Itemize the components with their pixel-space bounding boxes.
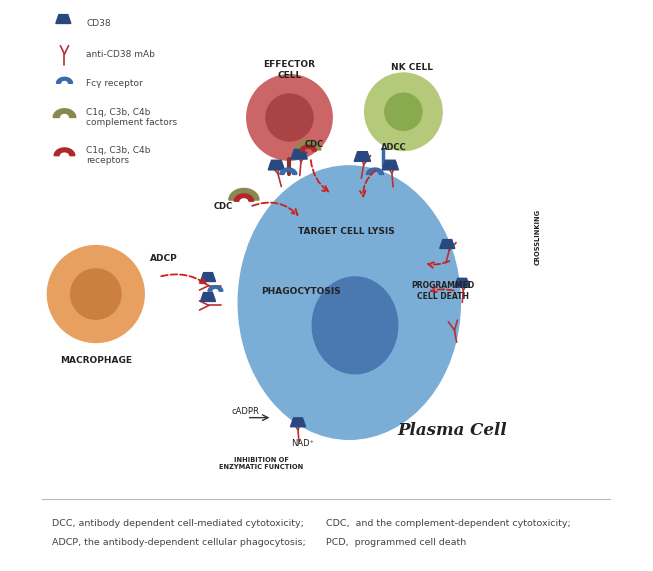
Text: EFFECTOR
CELL: EFFECTOR CELL	[263, 61, 315, 80]
Text: PROGRAMMED
CELL DEATH: PROGRAMMED CELL DEATH	[411, 282, 475, 301]
Ellipse shape	[238, 166, 460, 439]
Polygon shape	[200, 292, 215, 301]
Text: PHAGOCYTOSIS: PHAGOCYTOSIS	[261, 287, 341, 296]
Polygon shape	[53, 108, 76, 118]
Text: DCC, antibody dependent cell-mediated cytotoxicity;: DCC, antibody dependent cell-mediated cy…	[52, 519, 304, 528]
Circle shape	[266, 94, 313, 141]
Polygon shape	[291, 150, 308, 159]
Circle shape	[364, 73, 442, 151]
Text: CDC: CDC	[304, 140, 324, 148]
Text: PCD,  programmed cell death: PCD, programmed cell death	[326, 538, 467, 548]
Text: CD38: CD38	[86, 19, 111, 28]
Text: CROSSLINKING: CROSSLINKING	[534, 209, 540, 265]
Polygon shape	[366, 168, 383, 174]
Polygon shape	[56, 15, 71, 23]
Text: anti-CD38 mAb: anti-CD38 mAb	[86, 50, 155, 59]
Circle shape	[385, 93, 422, 130]
Text: cADPR: cADPR	[232, 408, 259, 416]
Text: CDC: CDC	[214, 202, 232, 211]
Polygon shape	[54, 148, 74, 156]
Circle shape	[48, 246, 144, 343]
Polygon shape	[57, 77, 72, 83]
Polygon shape	[300, 145, 316, 151]
Text: TARGET CELL LYSIS: TARGET CELL LYSIS	[298, 227, 395, 236]
Polygon shape	[382, 160, 398, 170]
Polygon shape	[208, 286, 223, 291]
Circle shape	[71, 269, 121, 319]
Polygon shape	[229, 188, 259, 200]
Polygon shape	[296, 140, 321, 150]
Text: C1q, C3b, C4b
complement factors: C1q, C3b, C4b complement factors	[86, 108, 177, 127]
Text: C1q, C3b, C4b
receptors: C1q, C3b, C4b receptors	[86, 146, 150, 166]
Text: ADCP, the antibody-dependent cellular phagocytosis;: ADCP, the antibody-dependent cellular ph…	[52, 538, 306, 548]
Text: NAD⁺: NAD⁺	[291, 439, 314, 448]
Text: MACROPHAGE: MACROPHAGE	[60, 356, 132, 365]
Polygon shape	[268, 160, 285, 170]
Text: Fcγ receptor: Fcγ receptor	[86, 79, 143, 88]
Circle shape	[247, 75, 332, 160]
Ellipse shape	[312, 277, 398, 374]
Text: CDC,  and the complement-dependent cytotoxicity;: CDC, and the complement-dependent cytoto…	[326, 519, 571, 528]
Polygon shape	[439, 240, 454, 248]
Polygon shape	[200, 272, 215, 282]
Text: ADCC: ADCC	[381, 143, 407, 152]
Text: ADCP: ADCP	[150, 254, 178, 263]
Polygon shape	[291, 418, 306, 427]
Polygon shape	[454, 278, 470, 287]
Text: Plasma Cell: Plasma Cell	[397, 422, 507, 439]
Text: NK CELL: NK CELL	[391, 63, 433, 73]
Polygon shape	[279, 168, 297, 174]
Text: INHIBITION OF
ENZYMATIC FUNCTION: INHIBITION OF ENZYMATIC FUNCTION	[219, 457, 303, 470]
Polygon shape	[354, 152, 370, 162]
Polygon shape	[234, 194, 253, 201]
